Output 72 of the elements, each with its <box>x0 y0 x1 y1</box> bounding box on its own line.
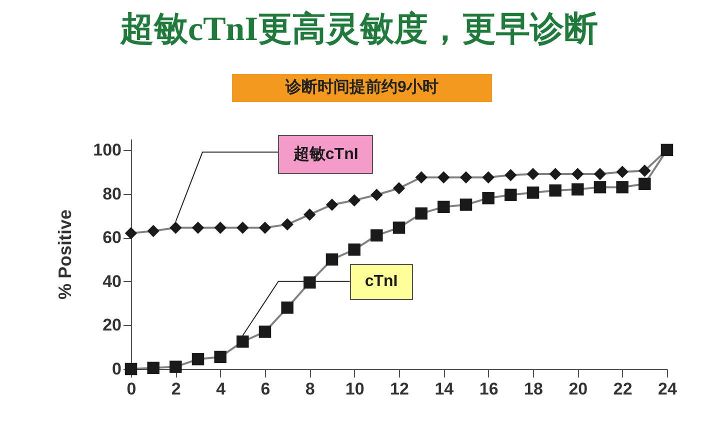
point <box>214 222 226 234</box>
point <box>460 171 472 184</box>
point <box>147 224 160 238</box>
x-tick-label: 16 <box>479 380 498 398</box>
point <box>549 184 562 197</box>
point <box>192 353 204 366</box>
x-tick-label: 8 <box>305 380 315 398</box>
point <box>572 168 584 180</box>
point <box>460 198 472 211</box>
point <box>526 168 540 180</box>
point <box>638 178 651 190</box>
x-tick-label: 10 <box>345 380 364 398</box>
point <box>549 168 562 180</box>
y-axis-title: % Positive <box>55 209 76 300</box>
chart-title: 超敏cTnI更高灵敏度，更早诊断 <box>118 10 599 50</box>
y-tick-label: 60 <box>102 228 122 248</box>
x-tick-label: 12 <box>390 380 409 398</box>
x-tick-label: 4 <box>216 380 226 398</box>
point <box>192 222 204 234</box>
point <box>392 222 406 234</box>
point <box>258 326 272 338</box>
point <box>660 144 674 156</box>
point <box>504 188 517 201</box>
point <box>616 166 628 178</box>
point <box>348 194 360 206</box>
point <box>370 229 383 242</box>
point <box>370 188 383 201</box>
point <box>281 218 294 231</box>
point <box>504 169 517 182</box>
point <box>124 227 138 240</box>
x-tick-label: 24 <box>658 380 678 398</box>
chart-subtitle: 诊断时间提前约9小时 <box>232 74 492 102</box>
point <box>236 335 249 348</box>
x-tick-label: 18 <box>524 380 543 398</box>
series-label: cTnI <box>350 264 413 300</box>
point <box>438 200 450 214</box>
point <box>304 276 316 289</box>
x-tick-label: 2 <box>171 380 181 398</box>
point <box>348 243 360 256</box>
point <box>594 168 606 180</box>
point <box>326 198 338 211</box>
point <box>170 222 182 234</box>
point <box>392 182 406 194</box>
y-tick-label: 20 <box>102 316 122 335</box>
y-tick-label: 80 <box>102 184 122 204</box>
point <box>415 207 428 220</box>
point <box>438 171 450 184</box>
point <box>415 171 428 184</box>
x-tick-label: 20 <box>568 380 588 398</box>
point <box>482 171 494 184</box>
point <box>616 181 628 194</box>
point <box>594 181 606 194</box>
x-tick-label: 22 <box>613 380 632 398</box>
point <box>638 164 651 177</box>
point <box>304 208 316 221</box>
x-tick-label: 0 <box>126 380 136 398</box>
point <box>214 350 226 364</box>
point <box>236 222 249 234</box>
x-tick-label: 6 <box>260 380 270 398</box>
point <box>170 360 182 373</box>
y-tick-label: 0 <box>112 360 122 378</box>
point <box>281 302 294 314</box>
point <box>147 362 160 374</box>
point <box>326 253 338 266</box>
point <box>258 222 272 234</box>
point <box>482 192 494 204</box>
x-tick-label: 14 <box>434 380 454 398</box>
point <box>572 183 584 196</box>
y-tick-label: 40 <box>102 272 122 291</box>
y-tick-label: 100 <box>93 140 122 160</box>
series-label: 超敏cTnI <box>278 135 374 174</box>
point <box>526 186 540 199</box>
